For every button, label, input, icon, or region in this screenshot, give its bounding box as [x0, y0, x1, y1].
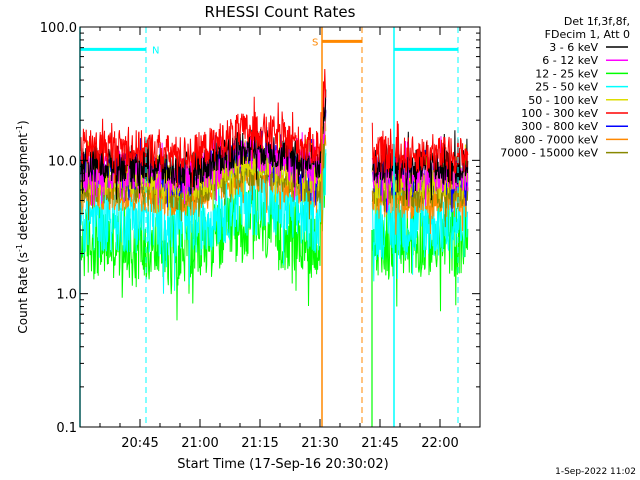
marker-label: S: [312, 37, 318, 48]
y-tick-label: 100.0: [40, 21, 77, 36]
legend-label: 6 - 12 keV: [542, 54, 598, 67]
chart-title: RHESSI Count Rates: [205, 3, 356, 21]
legend-label: 25 - 50 keV: [535, 81, 598, 94]
y-axis-label-superscript: -1: [15, 125, 24, 133]
marker-label: N: [152, 45, 159, 56]
data-traces: [79, 68, 469, 427]
legend-header: FDecim 1, Att 0: [545, 28, 630, 41]
footer-date: 1-Sep-2022 11:02: [555, 467, 636, 477]
x-tick-label: 20:45: [121, 436, 158, 451]
y-tick-label: 10.0: [48, 154, 77, 169]
legend-label: 3 - 6 keV: [549, 41, 598, 54]
time-markers: NS: [79, 27, 459, 427]
y-axis-label-part: Count Rate (s: [16, 252, 30, 334]
y-tick-label: 1.0: [56, 288, 77, 303]
x-tick-label: 22:00: [421, 436, 458, 451]
legend-label: 7000 - 15000 keV: [500, 147, 598, 160]
y-axis-label-part: ): [16, 120, 30, 125]
legend-label: 50 - 100 keV: [528, 94, 598, 107]
y-axis-label-part: detector segment: [16, 133, 30, 244]
legend-header: Det 1f,3f,8f,: [564, 15, 630, 28]
legend-label: 800 - 7000 keV: [514, 133, 598, 146]
x-axis: 20:45 21:00 21:15 21:30 21:45 22:00: [99, 27, 461, 451]
x-tick-label: 21:00: [181, 436, 218, 451]
x-tick-label: 21:15: [241, 436, 278, 451]
legend-label: 300 - 800 keV: [521, 120, 598, 133]
x-tick-label: 21:45: [361, 436, 398, 451]
legend-label: 100 - 300 keV: [521, 107, 598, 120]
y-axis: 0.1 1.0 10.0 100.0: [40, 21, 480, 436]
x-tick-label: 21:30: [301, 436, 338, 451]
trace-100-300-keV: [79, 68, 469, 192]
y-tick-label: 0.1: [56, 421, 77, 436]
x-axis-label: Start Time (17-Sep-16 20:30:02): [177, 457, 388, 472]
y-axis-label: Count Rate (s-1 detector segment-1): [15, 120, 30, 333]
legend-label: 12 - 25 keV: [535, 67, 598, 80]
y-axis-label-superscript: -1: [15, 244, 24, 252]
